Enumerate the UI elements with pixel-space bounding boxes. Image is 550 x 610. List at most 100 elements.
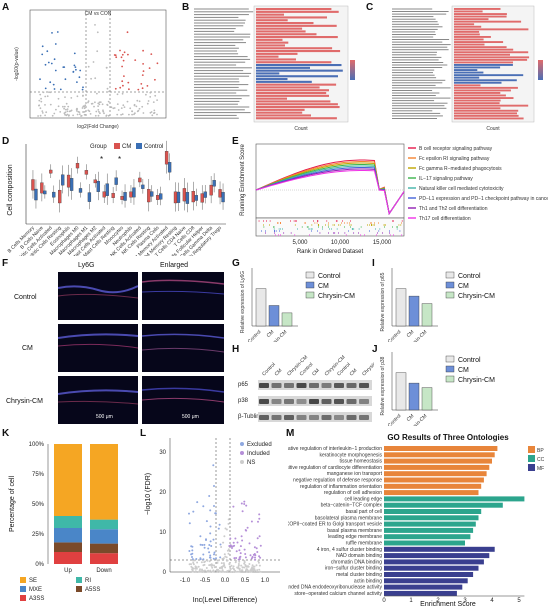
go-bar-term <box>194 44 236 46</box>
volcano-a-point <box>49 81 52 84</box>
panel-d-star-1: * <box>100 155 103 164</box>
volcano-a-point <box>64 111 67 114</box>
m-bar-term: negative regulation of interleukin−1 pro… <box>288 446 382 452</box>
volcano-a-point <box>97 105 99 107</box>
gsea-curve <box>255 162 405 215</box>
volcano-a-point <box>123 75 125 77</box>
legend-label: Control <box>458 357 481 364</box>
go-bar <box>454 28 529 31</box>
l-point <box>249 570 252 573</box>
volcano-a-point <box>131 110 134 113</box>
l-yticks: 0 10 20 30 <box>159 450 166 576</box>
l-point <box>208 551 211 554</box>
panel-a-title: CM vs CON <box>85 11 112 17</box>
go-bar <box>454 107 501 110</box>
l-point <box>213 564 216 567</box>
volcano-a-point <box>142 63 145 65</box>
l-point <box>258 555 261 558</box>
volcano-a-point <box>121 113 124 116</box>
volcano-a-point <box>78 76 81 79</box>
volcano-a-point <box>70 97 73 99</box>
go-bar <box>256 61 332 64</box>
go-bar <box>454 10 483 13</box>
volcano-a-point <box>149 91 152 94</box>
go-bar-term <box>392 95 436 96</box>
l-point <box>235 557 238 559</box>
volcano-a-point <box>122 104 125 107</box>
bar-label: Control <box>387 413 403 426</box>
volcano-a-point <box>116 113 119 116</box>
k-legend-swatch <box>20 595 26 601</box>
box <box>87 192 92 202</box>
volcano-a-point <box>128 88 130 91</box>
gsea-legend-label: Fc epsilon RI signaling pathway <box>419 156 490 162</box>
go-barchart-c: Count <box>392 5 543 132</box>
m-bar-term: actin binding <box>354 578 382 584</box>
blot-row-tublin: β-Tublin <box>238 414 260 420</box>
l-point <box>257 520 259 523</box>
volcano-a-point <box>39 78 41 81</box>
go-bar-term <box>194 36 250 38</box>
m-bar <box>384 496 525 502</box>
go-bar <box>454 13 507 15</box>
volcano-a-point <box>149 111 152 114</box>
l-point <box>239 555 242 558</box>
go-bar <box>454 89 511 92</box>
volcano-a-point <box>48 91 50 94</box>
l-point <box>224 527 227 530</box>
volcano-a-point <box>83 105 86 108</box>
volcano-a-point <box>126 31 129 34</box>
l-point <box>256 569 259 572</box>
l-point <box>212 557 215 560</box>
l-point <box>217 559 220 562</box>
l-point <box>198 570 201 573</box>
volcano-a-point <box>108 90 110 93</box>
volcano-a-point <box>154 94 157 97</box>
panel-e-curves <box>255 159 405 215</box>
panel-e-ticks <box>258 220 403 236</box>
volcano-a-point <box>121 80 124 83</box>
bar-label: CM <box>406 329 416 339</box>
l-ytick: 0 <box>163 570 167 576</box>
m-bar <box>384 584 463 590</box>
volcano-a-point <box>83 107 86 110</box>
volcano-a-point <box>68 110 71 113</box>
l-legend-swatch <box>240 460 244 464</box>
box <box>78 188 83 193</box>
l-points <box>188 464 262 573</box>
l-point <box>234 569 237 572</box>
volcano-a-points <box>37 24 159 117</box>
go-bar-term <box>392 56 442 58</box>
go-bar <box>454 69 478 71</box>
m-bar-term: metal cluster binding <box>336 572 382 578</box>
blot-band <box>334 399 344 404</box>
go-bar-term <box>392 90 433 91</box>
go-bar <box>256 106 340 109</box>
l-xtick: 1.0 <box>261 578 270 584</box>
l-point <box>244 553 247 555</box>
m-bar-term: basal part of cell <box>346 509 382 515</box>
m-bar-term: cell leading edge <box>344 496 382 502</box>
bar-panelg <box>281 312 293 327</box>
go-bar <box>454 53 510 56</box>
legend-i: Control CM Chrysin-CM <box>445 271 495 300</box>
gsea-plot-e: Running Enrichment Score 5,000 10,000 15… <box>240 143 548 255</box>
box <box>167 162 172 173</box>
volcano-a-point <box>44 104 46 106</box>
blot-row-p65: p65 <box>238 382 249 388</box>
volcano-a-point <box>138 100 141 103</box>
go-bar-term <box>194 78 239 80</box>
l-point <box>259 556 262 559</box>
l-point <box>251 567 254 570</box>
gsea-curve <box>255 168 405 215</box>
panel-c-bars <box>392 8 530 120</box>
box <box>182 188 187 202</box>
go-bar-term <box>194 117 239 119</box>
l-point <box>209 540 212 543</box>
l-point <box>191 552 194 555</box>
l-point <box>240 564 243 567</box>
go-bar <box>256 66 310 69</box>
k-legend-swatch <box>20 577 26 583</box>
go-bar-term <box>194 86 239 88</box>
blot-band <box>284 383 294 388</box>
